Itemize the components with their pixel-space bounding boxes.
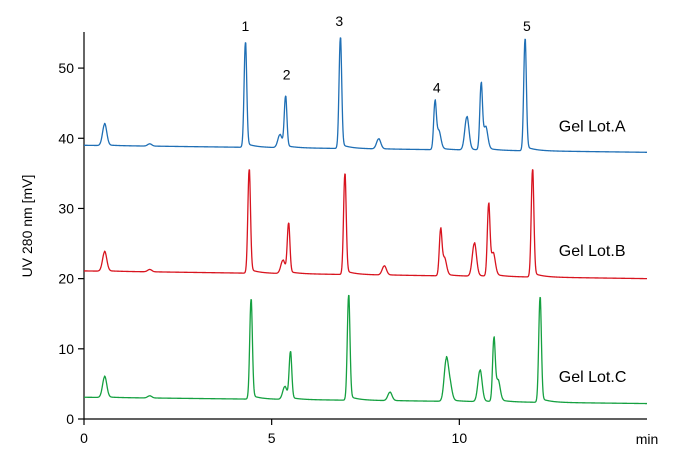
x-axis-label: min	[636, 431, 659, 447]
series-line-3	[83, 294, 648, 405]
y-tick-label: 50	[58, 60, 74, 76]
x-tick-label: 10	[452, 430, 468, 446]
series-label-1: Gel Lot.A	[559, 118, 626, 135]
x-tick-label: 5	[268, 430, 276, 446]
peak-label-2: 2	[283, 66, 291, 82]
peak-label-4: 4	[433, 80, 441, 96]
peak-label-3: 3	[335, 13, 343, 29]
ticks: 0 10 20 30 40 50 0 5 10	[58, 60, 467, 446]
peak-label-1: 1	[241, 18, 249, 34]
y-axis-label: UV 280 nm [mV]	[19, 175, 35, 278]
series-line-2	[83, 169, 648, 280]
series-labels: Gel Lot.A Gel Lot.B Gel Lot.C	[559, 118, 627, 386]
y-tick-label: 0	[66, 411, 74, 427]
y-tick-label: 10	[58, 341, 74, 357]
axes	[83, 32, 647, 420]
series-label-3: Gel Lot.C	[559, 369, 627, 386]
peak-label-5: 5	[523, 18, 531, 34]
y-tick-label: 20	[58, 271, 74, 287]
y-tick-label: 40	[58, 130, 74, 146]
peak-labels: 1 2 3 4 5	[241, 13, 531, 96]
series-line-1	[83, 37, 648, 153]
y-tick-label: 30	[58, 200, 74, 216]
series-label-2: Gel Lot.B	[559, 243, 626, 260]
series-lines	[83, 37, 648, 405]
x-tick-label: 0	[80, 430, 88, 446]
